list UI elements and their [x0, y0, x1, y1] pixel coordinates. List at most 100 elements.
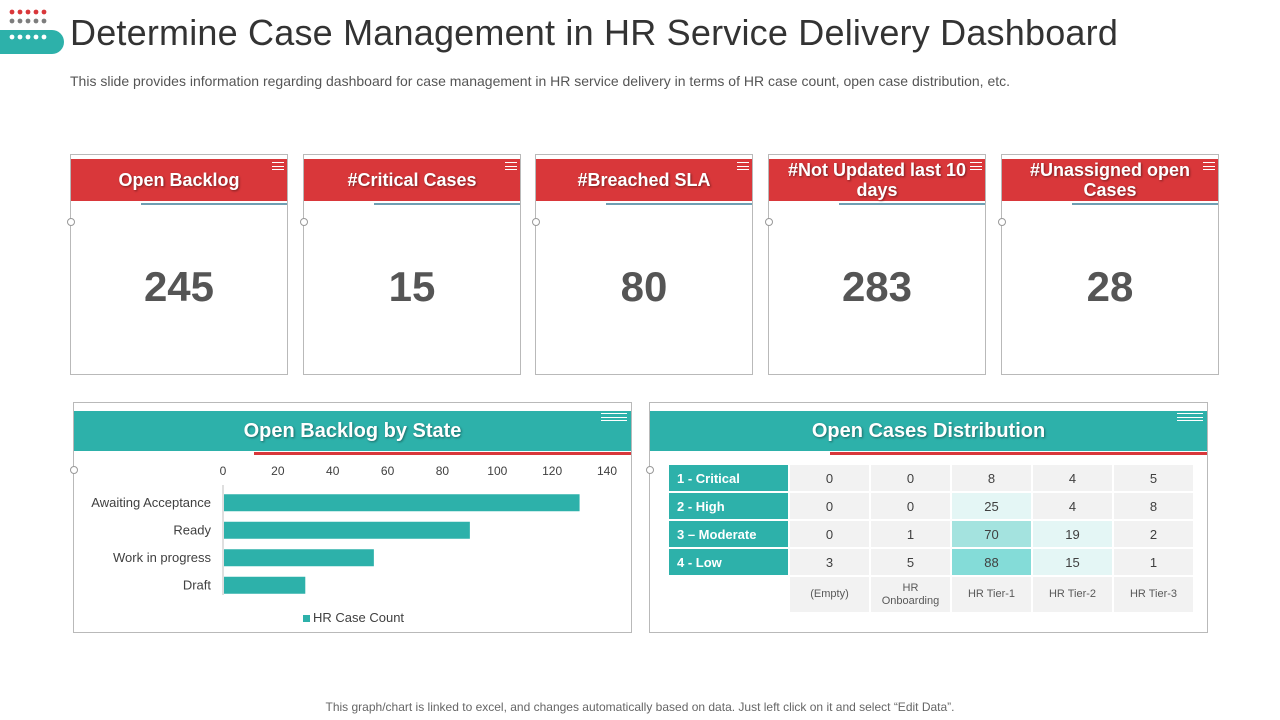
table-cell: 0 [788, 519, 871, 549]
menu-lines-icon [1203, 162, 1215, 170]
column-header: HR Tier-2 [1031, 575, 1114, 614]
table-cell: 3 [788, 547, 871, 577]
connector-dot-icon [67, 218, 75, 226]
column-header: HR Tier-1 [950, 575, 1033, 614]
row-label: 2 - High [667, 491, 790, 521]
kpi-label: Open Backlog [118, 170, 240, 190]
column-header: HR Onboarding [869, 575, 952, 614]
kpi-value: 245 [143, 263, 215, 310]
column-header: HR Tier-3 [1112, 575, 1195, 614]
kpi-underline [839, 203, 985, 205]
kpi-underline [606, 203, 752, 205]
kpi-header: Open Backlog [71, 159, 287, 201]
table-cell: 25 [950, 491, 1033, 521]
distribution-panel: Open Cases Distribution 1 - Critical 0 0 8 4… [646, 402, 1208, 633]
panel-accent-line [254, 452, 631, 455]
category-label: Draft [183, 577, 212, 592]
table-row: 3 – Moderate 0 1 70 19 2 [667, 519, 1195, 549]
kpi-value: 80 [620, 263, 668, 310]
table-cell: 0 [788, 463, 871, 493]
connector-dot-icon [646, 466, 654, 474]
kpi-label: #Critical Cases [347, 170, 477, 190]
row-label: 3 – Moderate [667, 519, 790, 549]
row-label: 4 - Low [667, 547, 790, 577]
kpi-header: #Critical Cases [304, 159, 520, 201]
table-cell: 4 [1031, 491, 1114, 521]
table-cell: 15 [1031, 547, 1114, 577]
table-cell: 2 [1112, 519, 1195, 549]
distribution-table: 1 - Critical 0 0 8 4 5 2 - High 0 0 25 4 8 3 – Moder… [667, 463, 1195, 614]
table-cell: 5 [1112, 463, 1195, 493]
x-tick-label: 60 [381, 464, 395, 478]
table-cell: 1 [1112, 547, 1195, 577]
panel-accent-line [830, 452, 1207, 455]
x-tick-label: 120 [542, 464, 562, 478]
bar [224, 494, 580, 512]
connector-dot-icon [998, 218, 1006, 226]
footer-note: This graph/chart is linked to excel, and… [325, 700, 955, 714]
x-tick-label: 140 [597, 464, 617, 478]
category-label: Work in progress [113, 550, 212, 565]
kpi-value: 28 [1086, 263, 1134, 310]
category-label: Ready [173, 522, 211, 537]
page-subtitle: This slide provides information regardin… [70, 73, 1011, 89]
legend-swatch [303, 615, 310, 622]
kpi-label: #Unassigned open Cases [1029, 160, 1191, 200]
menu-lines-icon [970, 162, 982, 170]
menu-lines-icon [737, 162, 749, 170]
row-label: 1 - Critical [667, 463, 790, 493]
menu-lines-icon [1177, 413, 1203, 421]
panel-title: Open Backlog by State [243, 420, 462, 442]
bar [224, 549, 374, 567]
blank-cell [667, 575, 790, 614]
table-row: 2 - High 0 0 25 4 8 [667, 491, 1195, 521]
table-cell: 0 [788, 491, 871, 521]
kpi-header: #Breached SLA [536, 159, 752, 201]
menu-lines-icon [601, 413, 627, 421]
table-cell: 19 [1031, 519, 1114, 549]
bar [224, 576, 306, 594]
kpi-label: #Not Updated last 10 days [787, 160, 967, 200]
table-cell: 70 [950, 519, 1033, 549]
panel-header: Open Backlog by State [74, 411, 631, 451]
kpi-header: #Unassigned open Cases [1002, 159, 1218, 201]
x-tick-label: 40 [326, 464, 340, 478]
table-cell: 4 [1031, 463, 1114, 493]
kpi-card-open-backlog: Open Backlog 245 [67, 154, 288, 375]
kpi-card-unassigned: #Unassigned open Cases 28 [998, 154, 1219, 375]
kpi-underline [374, 203, 520, 205]
x-tick-label: 20 [271, 464, 285, 478]
connector-dot-icon [70, 466, 78, 474]
table-row: 4 - Low 3 5 88 15 1 [667, 547, 1195, 577]
page-title: Determine Case Management in HR Service … [70, 12, 1119, 53]
table-cell: 88 [950, 547, 1033, 577]
column-header: (Empty) [788, 575, 871, 614]
column-header-row: (Empty) HR Onboarding HR Tier-1 HR Tier-2 HR… [667, 575, 1195, 614]
table-cell: 1 [869, 519, 952, 549]
legend-label: HR Case Count [313, 610, 404, 625]
panel-title: Open Cases Distribution [811, 420, 1046, 442]
connector-dot-icon [765, 218, 773, 226]
table-cell: 8 [950, 463, 1033, 493]
bar-chart[interactable]: 0 20 40 60 80 100 120 140 Awaiting Acceptance Rea… [74, 455, 631, 631]
kpi-header: #Not Updated last 10 days [769, 159, 985, 201]
kpi-value: 15 [388, 263, 436, 310]
table-cell: 0 [869, 491, 952, 521]
table-cell: 5 [869, 547, 952, 577]
x-tick-label: 0 [220, 464, 227, 478]
menu-lines-icon [272, 162, 284, 170]
category-label: Awaiting Acceptance [91, 495, 211, 510]
kpi-card-breached-sla: #Breached SLA 80 [532, 154, 753, 375]
x-tick-label: 100 [487, 464, 507, 478]
kpi-value: 283 [841, 263, 913, 310]
table-cell: 0 [869, 463, 952, 493]
company-logo [0, 9, 64, 54]
table-row: 1 - Critical 0 0 8 4 5 [667, 463, 1195, 493]
kpi-underline [141, 203, 287, 205]
table-cell: 8 [1112, 491, 1195, 521]
connector-dot-icon [532, 218, 540, 226]
backlog-chart-panel: Open Backlog by State 0 20 40 60 80 100 120 140… [70, 402, 632, 633]
kpi-card-not-updated: #Not Updated last 10 days 283 [765, 154, 986, 375]
kpi-card-critical-cases: #Critical Cases 15 [300, 154, 521, 375]
kpi-label: #Breached SLA [577, 170, 711, 190]
